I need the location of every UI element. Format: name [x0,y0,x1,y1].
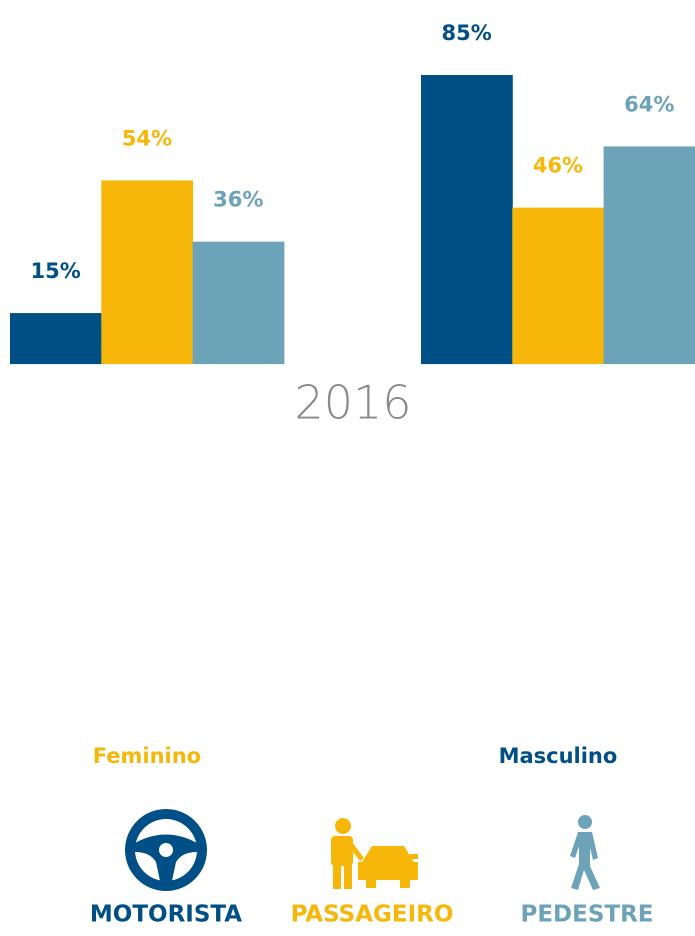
bar [101,180,194,365]
year-annotation: 2016 [294,376,411,430]
bar [421,75,513,365]
category-label: Feminino [93,744,201,768]
passenger-icon [331,818,418,889]
legend-label: PEDESTRE [520,902,653,928]
value-label: 46% [533,154,583,178]
bar [10,313,102,365]
value-label: 85% [442,21,492,45]
value-label: 54% [122,126,172,150]
bar [603,146,695,365]
steering-wheel-icon [125,809,207,891]
pedestrian-icon [570,815,600,890]
category-label: Masculino [499,744,618,768]
value-label: 15% [31,259,81,283]
value-label: 64% [624,92,674,116]
bar [192,241,285,365]
legend-label: PASSAGEIRO [291,902,454,928]
value-label: 36% [213,188,263,212]
bar [512,207,605,365]
legend-label: MOTORISTA [90,902,242,928]
